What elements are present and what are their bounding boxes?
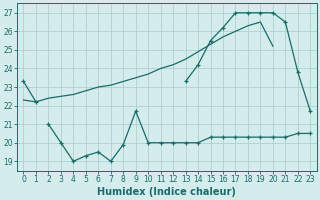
X-axis label: Humidex (Indice chaleur): Humidex (Indice chaleur) (98, 187, 236, 197)
